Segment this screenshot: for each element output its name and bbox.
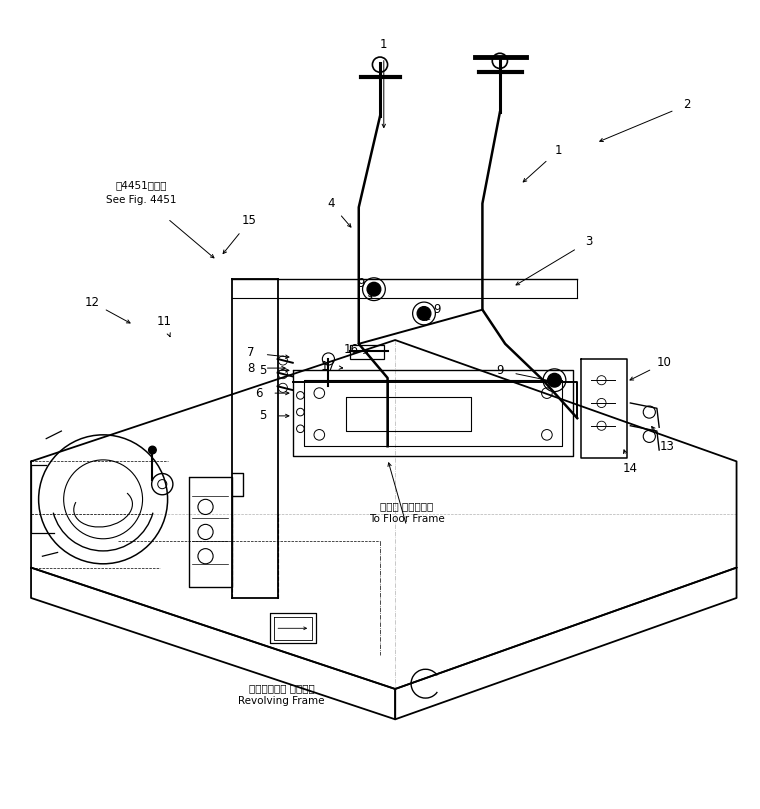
Text: 3: 3	[585, 235, 592, 248]
Text: 7: 7	[247, 346, 255, 359]
Text: 16: 16	[344, 343, 359, 357]
Text: 第4451図参照: 第4451図参照	[116, 180, 166, 190]
Text: 11: 11	[157, 315, 171, 328]
Text: 6: 6	[255, 387, 262, 400]
Circle shape	[367, 282, 381, 296]
Text: 8: 8	[247, 362, 255, 375]
Text: 15: 15	[242, 214, 257, 227]
Circle shape	[417, 307, 431, 320]
Circle shape	[548, 374, 562, 387]
Text: 4: 4	[327, 197, 334, 210]
Text: See Fig. 4451: See Fig. 4451	[106, 196, 176, 205]
Bar	[350, 345, 384, 359]
Text: 1: 1	[555, 144, 562, 157]
Text: 5: 5	[258, 409, 266, 422]
Text: Revolving Frame: Revolving Frame	[238, 697, 325, 706]
Text: 14: 14	[623, 463, 638, 476]
Text: 9: 9	[357, 277, 365, 290]
Text: レボルビング フレーム: レボルビング フレーム	[249, 684, 314, 693]
Text: 2: 2	[683, 99, 691, 112]
Text: 10: 10	[657, 356, 672, 369]
Text: 13: 13	[660, 440, 674, 453]
Text: 9: 9	[433, 303, 441, 316]
Text: 1: 1	[380, 38, 388, 51]
Text: フロア フレームへ: フロア フレームへ	[380, 502, 433, 511]
Text: 5: 5	[258, 364, 266, 377]
Text: 9: 9	[496, 364, 504, 377]
Text: 17: 17	[321, 360, 336, 373]
Text: 12: 12	[84, 295, 100, 308]
Text: To Floor Frame: To Floor Frame	[369, 514, 445, 524]
Circle shape	[149, 447, 157, 454]
